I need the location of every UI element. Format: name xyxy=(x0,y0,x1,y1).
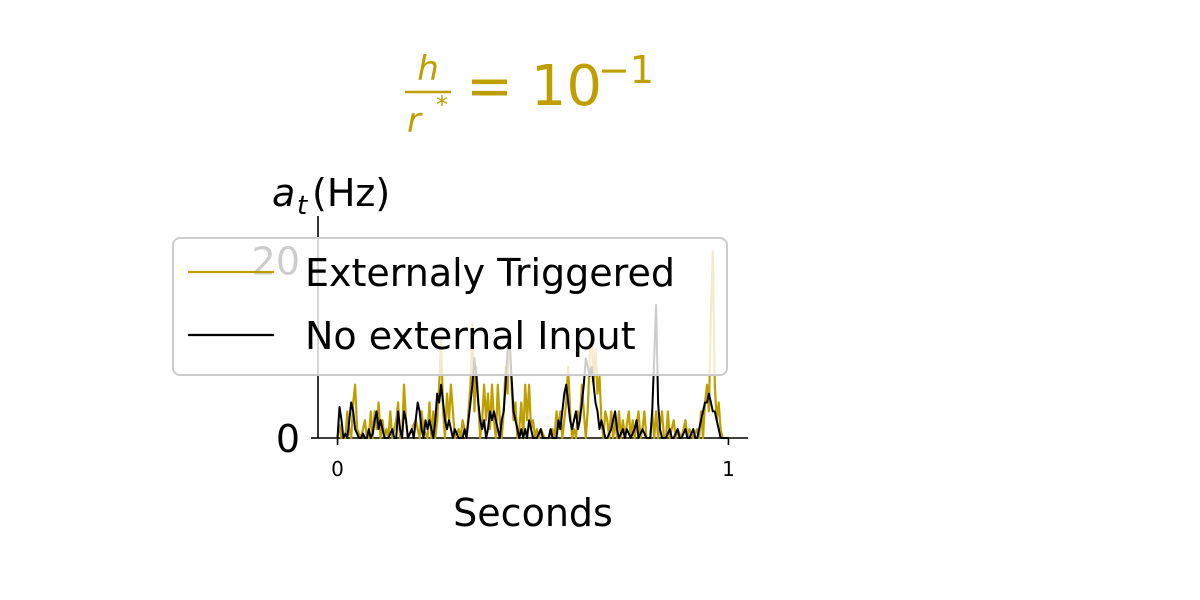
title-rhs: = 10 xyxy=(466,54,602,119)
title-rhs-superscript: −1 xyxy=(598,48,654,92)
legend: Externaly Triggered No external Input xyxy=(172,237,728,376)
x-tick-label: 1 xyxy=(722,457,735,481)
title-denominator-letter: r xyxy=(407,101,423,141)
y-axis-label-var: a xyxy=(272,171,295,215)
title-denominator: r xyxy=(407,101,423,141)
legend-label-externaly-triggered: Externaly Triggered xyxy=(305,251,675,295)
title-denominator-superscript: * xyxy=(436,91,448,119)
chart-title: h r * = 10 −1 xyxy=(405,48,654,141)
title-numerator: h xyxy=(417,49,439,89)
legend-frame xyxy=(172,237,728,376)
y-axis-label-unit: (Hz) xyxy=(312,171,390,215)
y-axis-label: a t (Hz) xyxy=(272,171,390,221)
x-tick-label: 0 xyxy=(331,457,344,481)
y-tick-label: 0 xyxy=(276,417,300,461)
x-axis-label: Seconds xyxy=(453,491,613,535)
y-axis-label-sub: t xyxy=(297,191,308,221)
legend-label-no-external-input: No external Input xyxy=(305,314,636,358)
